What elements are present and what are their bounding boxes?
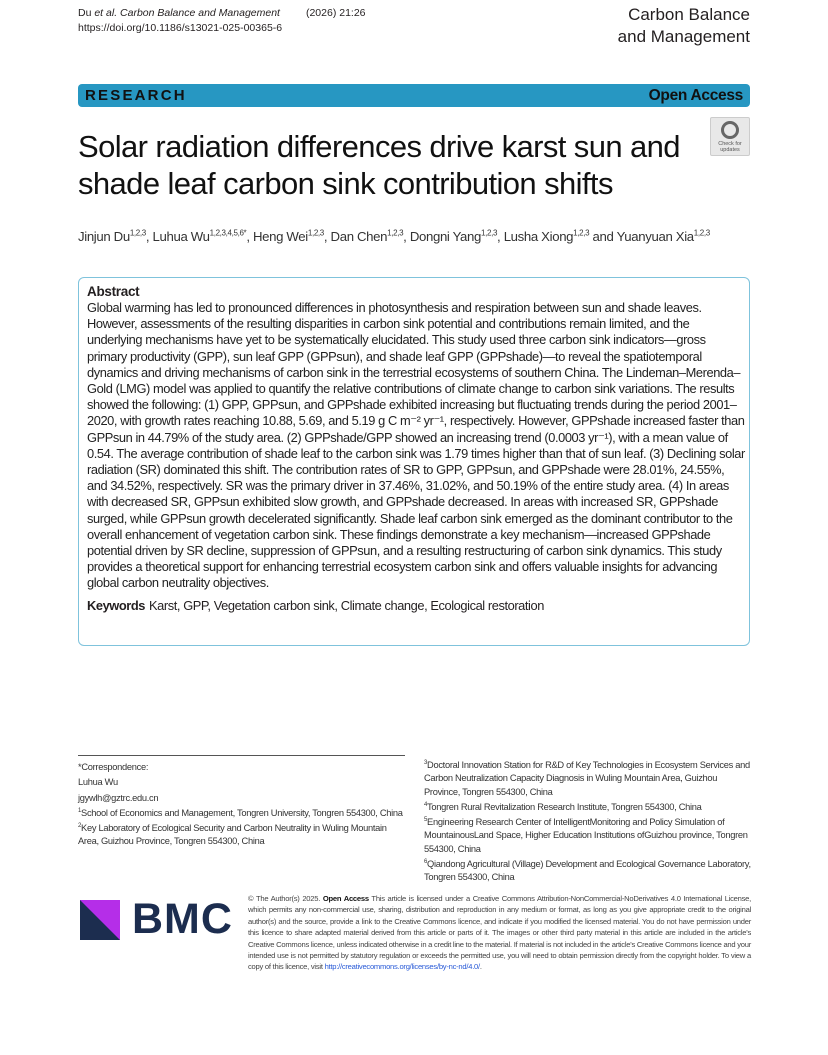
author: Dan Chen1,2,3, xyxy=(331,229,410,244)
bmc-logo: BMC xyxy=(80,895,233,944)
footnote-text: jgywlh@gztrc.edu.cn xyxy=(78,792,159,803)
journal-line1: Carbon Balance xyxy=(628,5,750,24)
abstract-text: Global warming has led to pronounced dif… xyxy=(87,300,745,591)
author-name: Heng Wei xyxy=(252,229,308,245)
article-type-banner: RESEARCH Open Access xyxy=(78,84,750,107)
footnote: 3Doctoral Innovation Station for R&D of … xyxy=(424,757,754,799)
footnote-text: Engineering Research Center of Intellige… xyxy=(424,817,748,854)
abstract-heading: Abstract xyxy=(87,284,140,299)
author-separator: , xyxy=(497,229,504,245)
footnote-number: 5 xyxy=(424,817,428,823)
article-type: RESEARCH xyxy=(85,87,187,104)
author-affiliation: 1,2,3 xyxy=(573,229,590,238)
footnote-number: 3 xyxy=(424,760,428,766)
footnote: *Correspondence: xyxy=(78,759,408,774)
author-name: Yuanyuan Xia xyxy=(616,229,695,245)
abstract-box: Abstract Global warming has led to prono… xyxy=(78,277,750,646)
author-separator: , xyxy=(145,229,153,245)
author-separator: , xyxy=(246,229,253,245)
author-separator: , xyxy=(403,229,410,245)
footnote-number: 6 xyxy=(424,858,428,865)
author: Dongni Yang1,2,3, xyxy=(410,229,504,244)
author-affiliation: 1,2,3 xyxy=(307,229,324,238)
author-affiliation: 1,2,3 xyxy=(387,229,404,238)
article-title: Solar radiation differences drive karst … xyxy=(78,129,681,201)
author-affiliation: 1,2,3 xyxy=(693,229,710,238)
footnote-text: Luhua Wu xyxy=(78,777,118,788)
footnotes-right: 3Doctoral Innovation Station for R&D of … xyxy=(424,757,754,884)
license-link[interactable]: http://creativecommons.org/licenses/by-n… xyxy=(324,962,481,972)
citation-authors: Du xyxy=(78,7,95,19)
license-end: . xyxy=(479,962,482,972)
check-updates-icon xyxy=(721,121,739,139)
author-name: Luhua Wu xyxy=(152,229,210,245)
citation-volume: (2026) 21:26 xyxy=(305,7,366,19)
footnote: 4Tongren Rural Revitalization Research I… xyxy=(424,799,754,814)
author-list: Jinjun Du1,2,3, Luhua Wu1,2,3,4,5,6*, He… xyxy=(78,229,710,244)
author-separator: and xyxy=(589,229,617,245)
copyright: © The Author(s) 2025. xyxy=(248,894,323,903)
check-updates-label2: updates xyxy=(720,147,740,153)
license-open-access: Open Access xyxy=(322,894,369,903)
author-affiliation: 1,2,3,4,5,6* xyxy=(209,229,247,238)
footnote-text: School of Economics and Management, Tong… xyxy=(81,807,403,818)
footnote-text: *Correspondence: xyxy=(78,762,149,773)
author: Jinjun Du1,2,3, xyxy=(78,229,153,244)
footnote-text: Qiandong Agricultural (Village) Developm… xyxy=(424,858,751,882)
footnote: 1School of Economics and Management, Ton… xyxy=(78,805,408,820)
open-access-label: Open Access xyxy=(648,86,744,104)
author-affiliation: 1,2,3 xyxy=(129,229,146,238)
footnote-number: 1 xyxy=(78,807,82,814)
footnote-divider xyxy=(78,755,405,756)
check-updates-label: Check for xyxy=(718,141,742,147)
author: Heng Wei1,2,3, xyxy=(253,229,331,244)
doi-link[interactable]: https://doi.org/10.1186/s13021-025-00365… xyxy=(78,22,283,34)
running-header: Du et al. Carbon Balance and Management (… xyxy=(78,6,366,36)
author-name: Jinjun Du xyxy=(78,229,130,245)
keywords-label: Keywords xyxy=(87,597,146,613)
journal-line2: and Management xyxy=(617,27,750,46)
license-text: © The Author(s) 2025. Open Access This a… xyxy=(248,893,751,973)
keywords-list: Karst, GPP, Vegetation carbon sink, Clim… xyxy=(149,597,544,613)
bmc-logo-text: BMC xyxy=(132,895,233,943)
footnote-text: Tongren Rural Revitalization Research In… xyxy=(427,801,702,812)
author-name: Dan Chen xyxy=(330,229,388,245)
citation-etal: et al. xyxy=(94,7,118,19)
check-for-updates-button[interactable]: Check for updates xyxy=(710,117,750,156)
journal-name: Carbon Balance and Management xyxy=(618,4,750,48)
author: Lusha Xiong1,2,3 and xyxy=(504,229,617,244)
footnote: jgywlh@gztrc.edu.cn xyxy=(78,790,408,805)
author-name: Dongni Yang xyxy=(409,229,482,245)
bmc-logo-icon xyxy=(80,899,120,940)
footnote-text: Doctoral Innovation Station for R&D of K… xyxy=(424,760,750,797)
footnotes-left: *Correspondence: Luhua Wu jgywlh@gztrc.edu… xyxy=(78,759,408,849)
author: Luhua Wu1,2,3,4,5,6*, xyxy=(153,229,253,244)
citation-journal: Carbon Balance and Management xyxy=(117,7,280,19)
footnote-number: 4 xyxy=(424,801,428,808)
keywords: Keywords Karst, GPP, Vegetation carbon si… xyxy=(87,598,741,613)
author-affiliation: 1,2,3 xyxy=(481,229,498,238)
author: Yuanyuan Xia1,2,3 xyxy=(616,229,711,245)
author-name: Lusha Xiong xyxy=(503,229,574,245)
footnote: 5Engineering Research Center of Intellig… xyxy=(424,814,754,856)
footnote: 6Qiandong Agricultural (Village) Develop… xyxy=(424,856,754,885)
author-separator: , xyxy=(323,229,331,245)
footnote: 2Key Laboratory of Ecological Security a… xyxy=(78,820,408,849)
footnote-text: Key Laboratory of Ecological Security an… xyxy=(78,823,387,847)
footnote-number: 2 xyxy=(78,823,82,830)
license-body: This article is licensed under a Creativ… xyxy=(248,894,752,972)
footnote: Luhua Wu xyxy=(78,774,408,789)
